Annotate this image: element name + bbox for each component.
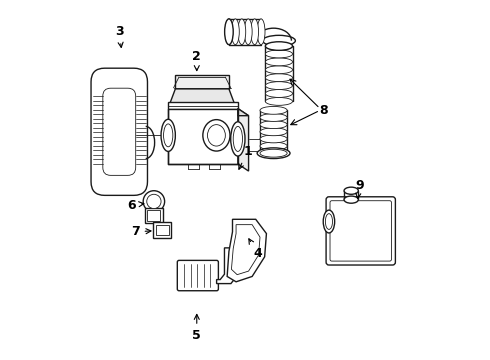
Ellipse shape — [266, 98, 293, 105]
Ellipse shape — [238, 19, 245, 45]
Ellipse shape — [257, 148, 290, 158]
Ellipse shape — [260, 149, 287, 157]
Ellipse shape — [266, 42, 293, 50]
Ellipse shape — [231, 19, 239, 45]
Polygon shape — [227, 219, 267, 282]
Bar — [357, 227, 380, 250]
Ellipse shape — [224, 19, 233, 45]
Ellipse shape — [323, 210, 335, 233]
Bar — [153, 222, 171, 238]
Bar — [156, 225, 169, 235]
Ellipse shape — [266, 50, 293, 58]
Ellipse shape — [266, 42, 293, 50]
Ellipse shape — [260, 135, 287, 143]
Ellipse shape — [263, 35, 295, 46]
Ellipse shape — [225, 19, 233, 45]
Polygon shape — [238, 109, 248, 171]
Ellipse shape — [143, 191, 165, 212]
Polygon shape — [168, 109, 238, 164]
Ellipse shape — [203, 120, 230, 151]
Ellipse shape — [161, 119, 175, 152]
Ellipse shape — [260, 107, 287, 114]
Text: 6: 6 — [127, 198, 144, 212]
Text: 8: 8 — [319, 104, 328, 117]
Ellipse shape — [260, 121, 287, 129]
Ellipse shape — [231, 122, 245, 156]
Polygon shape — [238, 109, 248, 116]
Bar — [168, 102, 238, 109]
Ellipse shape — [266, 66, 293, 74]
Polygon shape — [217, 248, 237, 284]
Text: 1: 1 — [239, 145, 252, 169]
Ellipse shape — [251, 19, 259, 45]
Ellipse shape — [325, 214, 333, 229]
Text: 2: 2 — [193, 50, 201, 71]
FancyBboxPatch shape — [177, 260, 219, 291]
Ellipse shape — [266, 90, 293, 98]
Text: 9: 9 — [355, 179, 364, 198]
Ellipse shape — [260, 149, 287, 157]
FancyBboxPatch shape — [91, 68, 147, 195]
Bar — [147, 210, 160, 221]
Ellipse shape — [233, 126, 243, 152]
Text: 7: 7 — [131, 225, 151, 238]
Ellipse shape — [344, 196, 358, 203]
FancyBboxPatch shape — [326, 197, 395, 265]
Ellipse shape — [164, 124, 173, 147]
Ellipse shape — [245, 19, 252, 45]
Ellipse shape — [266, 74, 293, 82]
FancyBboxPatch shape — [330, 201, 392, 261]
Ellipse shape — [266, 58, 293, 66]
Ellipse shape — [344, 187, 358, 194]
Ellipse shape — [257, 19, 265, 45]
FancyBboxPatch shape — [103, 88, 136, 175]
Text: 5: 5 — [193, 314, 201, 342]
Text: 3: 3 — [115, 25, 123, 48]
Ellipse shape — [260, 128, 287, 136]
Ellipse shape — [260, 113, 287, 121]
Polygon shape — [170, 89, 234, 103]
Ellipse shape — [266, 82, 293, 90]
Ellipse shape — [147, 194, 161, 208]
Bar — [145, 208, 163, 223]
Ellipse shape — [207, 125, 225, 146]
Ellipse shape — [260, 142, 287, 150]
Polygon shape — [175, 75, 229, 89]
Text: 4: 4 — [249, 239, 262, 260]
